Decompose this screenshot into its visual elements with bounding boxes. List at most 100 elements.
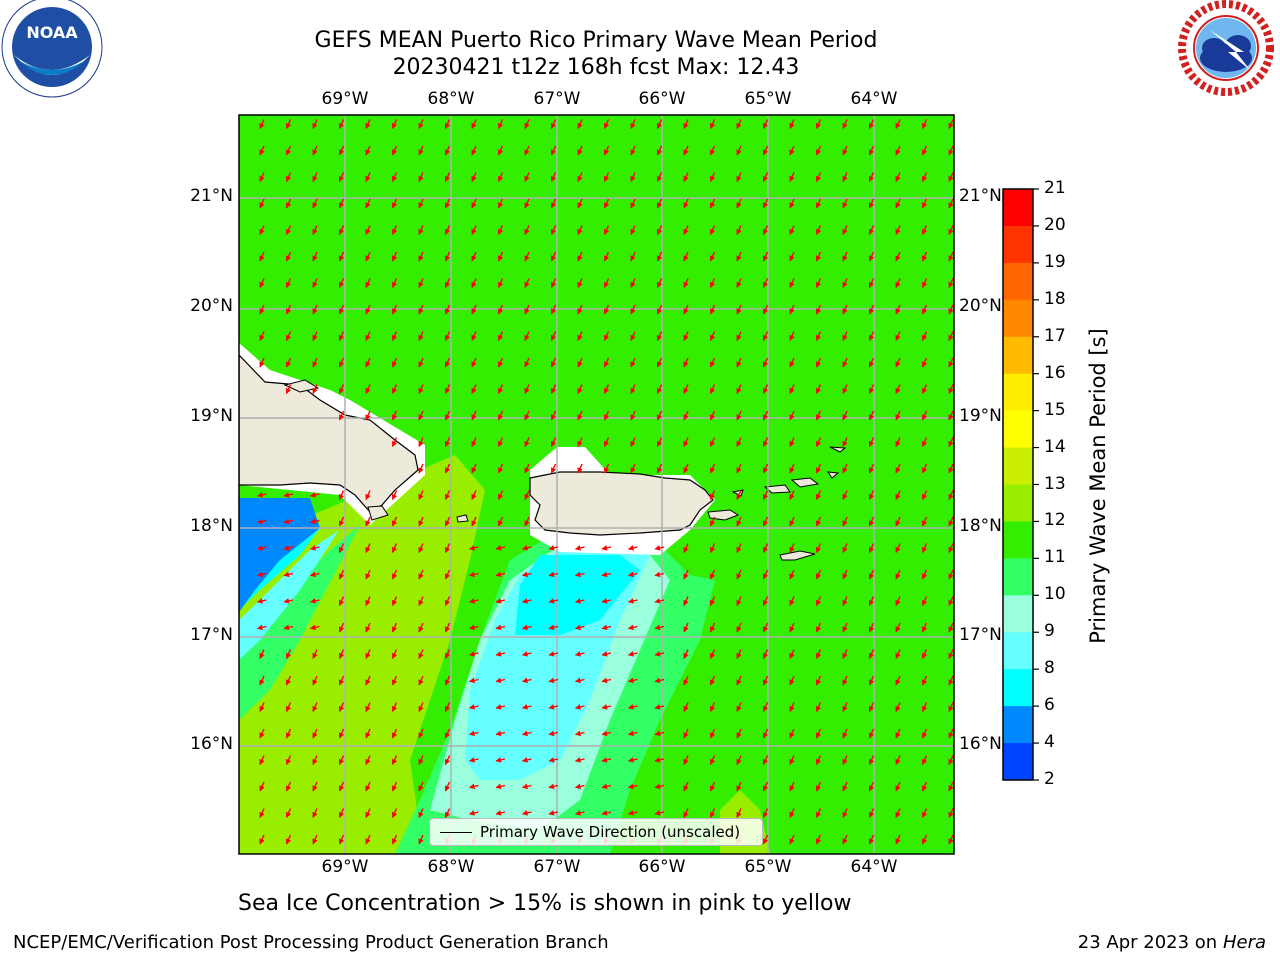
wave-direction-arrow [868, 331, 875, 342]
lon-tick-top: 64°W [850, 89, 898, 109]
wave-direction-arrow [842, 834, 848, 845]
colorbar-tick-label: 6 [1044, 695, 1055, 716]
colorbar-tick-label: 11 [1044, 547, 1066, 568]
wave-direction-arrow [577, 145, 583, 156]
wave-direction-arrow [868, 251, 875, 262]
wave-direction-arrow [948, 225, 954, 236]
wave-direction-arrow [550, 463, 557, 474]
wave-direction-arrow [789, 728, 795, 739]
legend-label: Primary Wave Direction (unscaled) [480, 823, 741, 841]
wave-direction-arrow [444, 357, 451, 368]
wave-direction-arrow [656, 119, 663, 130]
wave-direction-arrow [948, 781, 954, 792]
wave-direction-arrow [815, 225, 822, 236]
wave-direction-arrow [603, 437, 610, 448]
wave-direction-arrow [815, 119, 822, 130]
wave-direction-arrow [601, 677, 612, 684]
wave-direction-arrow [656, 198, 663, 209]
wave-direction-arrow [815, 543, 822, 554]
wave-direction-arrow [495, 624, 506, 631]
wave-direction-arrow [603, 463, 610, 474]
wave-direction-arrow [789, 225, 795, 236]
wave-direction-arrow [468, 624, 479, 631]
wave-direction-arrow [842, 278, 848, 289]
wave-direction-arrow [497, 516, 504, 527]
colorbar-tick-label: 10 [1044, 584, 1066, 605]
wave-direction-arrow [948, 198, 954, 209]
wave-direction-arrow [391, 278, 398, 289]
wave-direction-arrow [391, 304, 398, 315]
colorbar-segment [1003, 189, 1033, 227]
wave-direction-arrow [709, 119, 716, 130]
wave-direction-arrow [789, 172, 795, 183]
wave-direction-arrow [418, 622, 424, 633]
wave-direction-arrow [842, 702, 848, 713]
colorbar-tick-label: 20 [1044, 214, 1066, 235]
wave-direction-arrow [418, 304, 424, 315]
wave-direction-arrow [550, 278, 557, 289]
wave-direction-arrow [921, 808, 928, 819]
wave-direction-arrow [842, 675, 848, 686]
wave-direction-arrow [736, 808, 742, 819]
wave-direction-arrow [895, 119, 901, 130]
wave-direction-arrow [283, 571, 294, 578]
wave-direction-arrow [736, 755, 742, 766]
wave-direction-arrow [921, 119, 928, 130]
wave-direction-arrow [497, 251, 504, 262]
wave-direction-arrow [365, 198, 371, 209]
wave-direction-arrow [521, 677, 532, 684]
wave-direction-arrow [709, 569, 716, 580]
wave-direction-arrow [736, 304, 742, 315]
wave-direction-arrow [895, 437, 901, 448]
wave-direction-arrow [391, 569, 398, 580]
wave-direction-arrow [895, 728, 901, 739]
wave-direction-arrow [868, 808, 875, 819]
wave-direction-arrow [365, 834, 371, 845]
wave-direction-arrow [468, 810, 479, 816]
wave-direction-arrow [444, 596, 451, 607]
wave-direction-arrow [842, 225, 848, 236]
wave-direction-arrow [630, 384, 636, 395]
wave-direction-arrow [815, 569, 822, 580]
wave-direction-arrow [365, 225, 371, 236]
wave-direction-arrow [338, 808, 345, 819]
wave-direction-arrow [312, 304, 318, 315]
wave-direction-arrow [524, 145, 530, 156]
wave-direction-arrow [259, 357, 265, 368]
wave-direction-arrow [521, 704, 532, 710]
wave-direction-arrow [868, 728, 875, 739]
wave-direction-arrow [815, 728, 822, 739]
wave-direction-arrow [630, 198, 636, 209]
wave-direction-arrow [471, 410, 477, 421]
wave-direction-arrow [815, 172, 822, 183]
wave-direction-arrow [601, 624, 612, 631]
wave-direction-arrow [548, 598, 559, 604]
wave-direction-arrow [762, 331, 769, 342]
wave-direction-arrow [921, 304, 928, 315]
wave-direction-arrow [256, 518, 267, 525]
wave-direction-arrow [468, 651, 479, 657]
wave-direction-arrow [574, 571, 585, 578]
wave-direction-arrow [948, 490, 954, 501]
wave-direction-arrow [762, 755, 769, 766]
wave-direction-arrow [842, 384, 848, 395]
wave-direction-arrow [709, 490, 716, 501]
wave-direction-arrow [312, 702, 318, 713]
wave-direction-arrow [577, 437, 583, 448]
wave-direction-arrow [444, 384, 451, 395]
wave-direction-arrow [868, 834, 875, 845]
wave-direction-arrow [762, 463, 769, 474]
wave-direction-arrow [789, 410, 795, 421]
wave-direction-arrow [683, 251, 689, 262]
wave-direction-arrow [762, 622, 769, 633]
wave-direction-arrow [895, 516, 901, 527]
wave-direction-arrow [736, 278, 742, 289]
vieques-island [707, 509, 740, 521]
wave-direction-arrow [948, 384, 954, 395]
wave-direction-arrow [259, 198, 265, 209]
lon-tick-bottom: 65°W [744, 857, 792, 877]
wave-direction-arrow [815, 437, 822, 448]
wave-direction-arrow [842, 119, 848, 130]
wave-direction-arrow [550, 119, 557, 130]
wave-direction-arrow [895, 225, 901, 236]
